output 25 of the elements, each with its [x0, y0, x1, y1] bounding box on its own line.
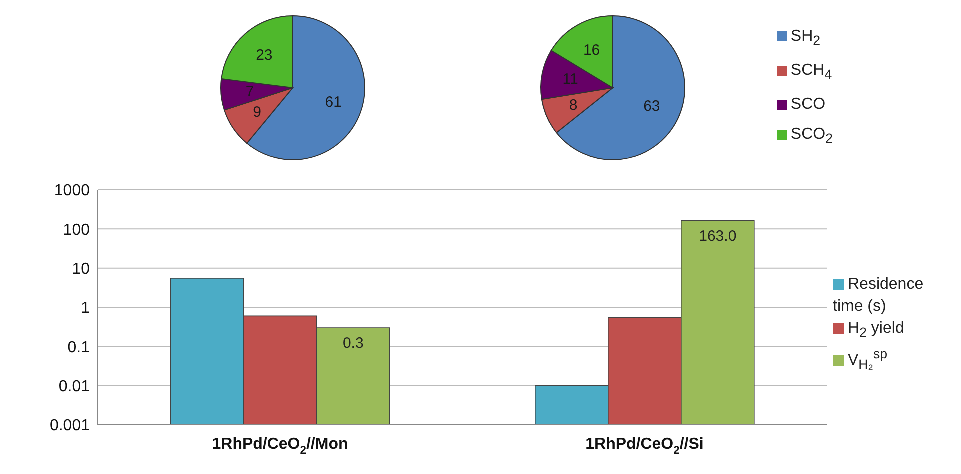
data-label: 7 [246, 84, 254, 101]
data-label: 8 [569, 96, 578, 114]
data-label: 63 [644, 98, 660, 116]
data-label: 61 [325, 94, 342, 112]
data-label: 0.3 [342, 334, 364, 352]
y-tick-label: 0.01 [58, 378, 90, 396]
legend-label: SCH$_{4}$ [790, 62, 832, 82]
legend-label: SCO$_{2}$ [790, 126, 833, 146]
data-label: 163.0 [699, 228, 737, 245]
y-tick-label: 1 [81, 300, 90, 318]
y-tick-label: 10 [72, 261, 90, 278]
data-label: 16 [583, 42, 600, 59]
data-label: 11 [562, 71, 578, 88]
y-tick-label: 0.001 [50, 418, 90, 435]
data-label: 23 [256, 47, 273, 64]
x-tick-label: 1RhPd/CeO$_{2}$//Mon [212, 436, 348, 457]
y-tick-label: 100 [63, 222, 90, 239]
data-label: 9 [253, 104, 262, 121]
y-tick-label: 1000 [54, 182, 90, 200]
legend-label: SH$_{2}$ [790, 28, 821, 48]
legend-label: H$_{2}$ yield [848, 320, 904, 340]
x-tick-label: 1RhPd/CeO$_{2}$//Si [586, 436, 704, 457]
legend-label: SCO [790, 96, 826, 114]
legend-label: Residence time (s) [833, 276, 924, 315]
y-tick-label: 0.1 [68, 339, 90, 356]
